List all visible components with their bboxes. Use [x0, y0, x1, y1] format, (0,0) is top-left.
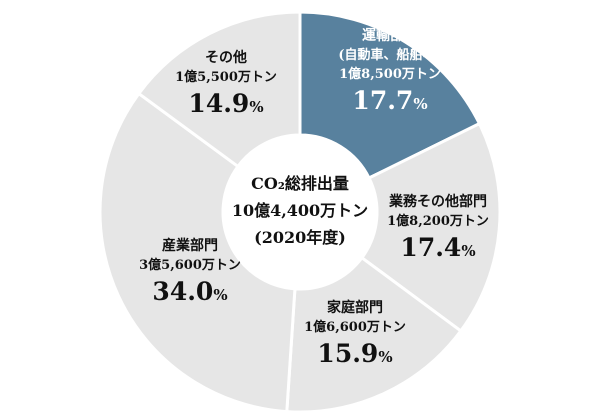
- slice-labels: 運輸部門 (自動車、船舶等) 1億8,500万トン 17.7% 業務その他部門 1億8,2…: [139, 27, 489, 368]
- slice-name: 産業部門: [162, 237, 218, 254]
- slice-label-1: 運輸部門 (自動車、船舶等) 1億8,500万トン 17.7%: [338, 27, 441, 115]
- center-title: CO₂総排出量: [251, 174, 349, 193]
- slice-percent: 17.4%: [400, 233, 475, 262]
- slice-percent: 14.9%: [188, 89, 263, 118]
- slice-2: [359, 121, 502, 334]
- slice-name: 家庭部門: [327, 299, 383, 316]
- slice-percent: 15.9%: [317, 339, 392, 368]
- slice-name: 運輸部門: [362, 27, 418, 44]
- center-year: (2020年度): [254, 228, 346, 247]
- slice-4: [98, 91, 297, 414]
- slice-3: [285, 255, 463, 414]
- slice-percent: 34.0%: [152, 277, 227, 306]
- donut-slices: [98, 10, 502, 414]
- center-total: 10億4,400万トン: [232, 201, 368, 220]
- slice-name: その他: [205, 49, 247, 66]
- slice-label-3: 家庭部門 1億6,600万トン 15.9%: [304, 299, 406, 368]
- slice-amount: 3億5,600万トン: [139, 257, 241, 273]
- slice-label-5: その他 1億5,500万トン 14.9%: [175, 49, 277, 118]
- slice-amount: 1億8,200万トン: [387, 213, 489, 229]
- center-summary: CO₂総排出量 10億4,400万トン (2020年度): [232, 174, 368, 247]
- slice-amount: 1億6,600万トン: [304, 319, 406, 335]
- slice-1: [298, 10, 482, 180]
- slice-name: 業務その他部門: [388, 193, 487, 210]
- slice-5: [136, 10, 302, 169]
- slice-subtitle: (自動車、船舶等): [338, 47, 441, 63]
- slice-label-2: 業務その他部門 1億8,200万トン 17.4%: [387, 193, 489, 262]
- slice-amount: 1億8,500万トン: [339, 66, 441, 82]
- slice-label-4: 産業部門 3億5,600万トン 34.0%: [139, 237, 241, 306]
- slice-percent: 17.7%: [352, 86, 427, 115]
- slice-amount: 1億5,500万トン: [175, 69, 277, 85]
